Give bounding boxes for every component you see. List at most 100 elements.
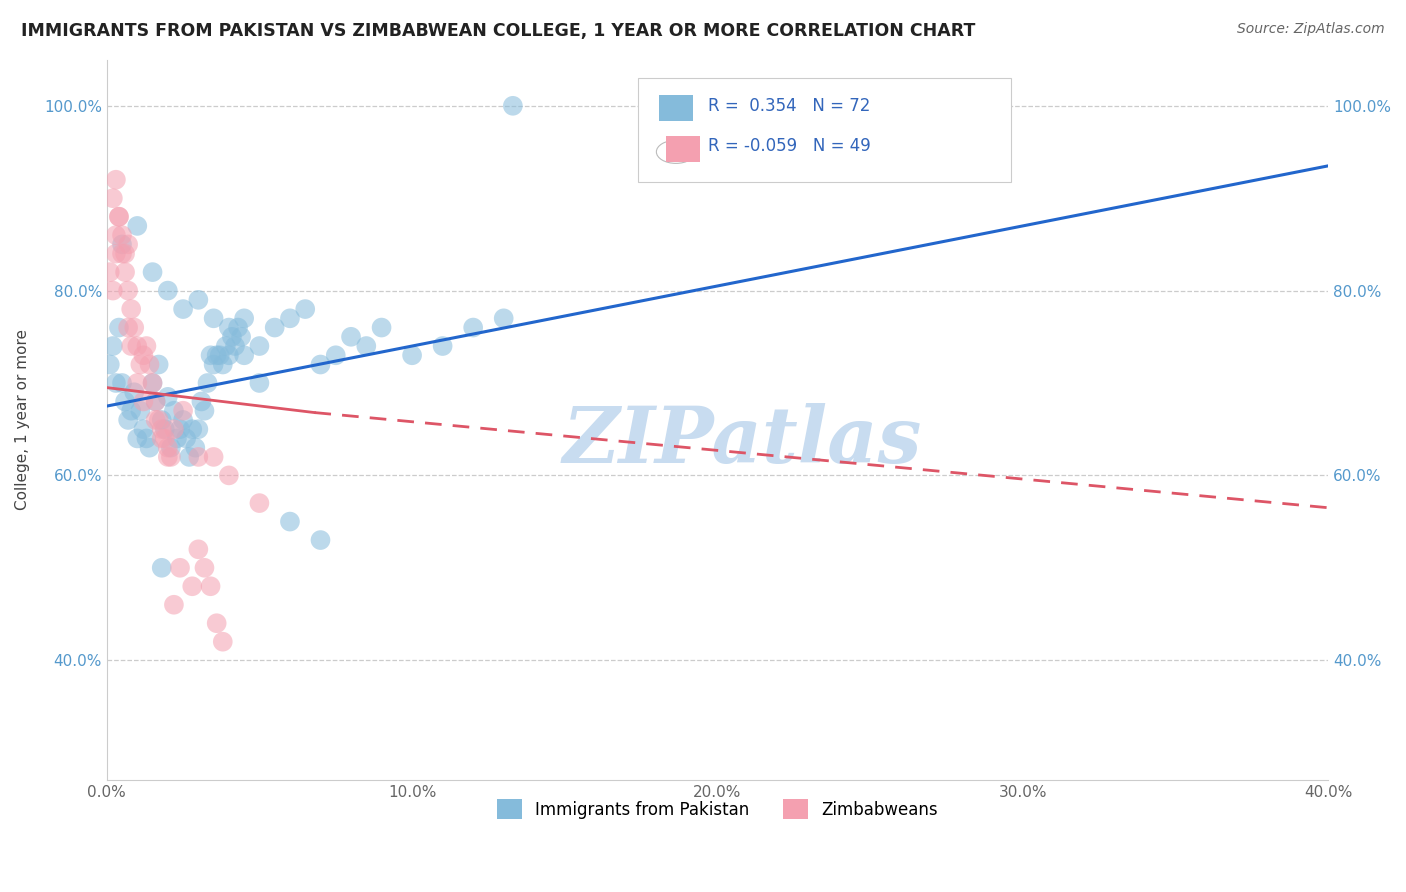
Point [101,191,124,205]
Point [202,358,225,372]
Point [148,413,170,427]
Point [111,228,134,243]
Legend: Immigrants from Pakistan, Zimbabweans: Immigrants from Pakistan, Zimbabweans [491,792,945,826]
Point [104,376,127,390]
Point [163,598,186,612]
Point [193,561,215,575]
Point [200,348,222,362]
Point [153,422,176,436]
Point [104,172,127,186]
Point [208,348,231,362]
Point [129,358,152,372]
Point [187,422,209,436]
Point [325,348,347,362]
Point [278,311,301,326]
Point [226,320,249,334]
Point [224,339,246,353]
Point [117,237,139,252]
Point [278,515,301,529]
Point [138,358,160,372]
Point [309,358,332,372]
Text: IMMIGRANTS FROM PAKISTAN VS ZIMBABWEAN COLLEGE, 1 YEAR OR MORE CORRELATION CHART: IMMIGRANTS FROM PAKISTAN VS ZIMBABWEAN C… [21,22,976,40]
Point [229,330,252,344]
Point [132,422,155,436]
FancyBboxPatch shape [638,78,1011,182]
Bar [666,136,700,162]
Point [193,403,215,417]
Point [340,330,363,344]
Point [181,422,204,436]
Point [111,246,134,260]
Point [111,237,134,252]
Point [114,265,136,279]
Point [249,496,271,510]
Point [120,403,142,417]
Point [132,348,155,362]
Point [294,301,316,316]
Point [138,441,160,455]
Point [122,385,145,400]
Point [101,339,124,353]
Point [160,441,183,455]
Point [98,358,121,372]
Point [172,413,194,427]
Text: Source: ZipAtlas.com: Source: ZipAtlas.com [1237,22,1385,37]
Point [145,413,167,427]
Point [401,348,423,362]
Point [160,450,183,464]
Point [211,358,233,372]
Point [249,376,271,390]
Point [150,422,173,436]
Text: ZIPatlas: ZIPatlas [562,403,921,480]
Point [135,339,157,353]
Point [492,311,515,326]
Point [145,394,167,409]
Point [135,432,157,446]
Point [174,432,197,446]
Point [169,561,191,575]
Point [150,561,173,575]
Point [114,394,136,409]
Point [187,542,209,557]
Point [132,394,155,409]
Point [108,210,131,224]
Point [218,320,240,334]
Point [129,403,152,417]
Point [211,634,233,648]
Point [145,394,167,409]
Point [202,450,225,464]
Point [120,301,142,316]
Bar [659,95,693,120]
Point [172,301,194,316]
Point [163,422,186,436]
Point [184,441,207,455]
Point [156,390,179,404]
Point [432,339,454,353]
Point [150,432,173,446]
Point [187,293,209,307]
Point [117,320,139,334]
Point [169,422,191,436]
Point [156,450,179,464]
Point [120,339,142,353]
Point [215,339,238,353]
Point [218,468,240,483]
Point [233,311,256,326]
Point [179,450,201,464]
Point [221,330,243,344]
Point [153,432,176,446]
Circle shape [657,140,696,163]
Point [122,320,145,334]
Point [263,320,285,334]
Point [356,339,378,353]
Point [181,579,204,593]
Point [142,376,165,390]
Point [197,376,219,390]
Point [114,246,136,260]
Point [111,376,134,390]
Point [150,413,173,427]
Point [142,265,165,279]
Point [187,450,209,464]
Point [104,228,127,243]
Text: R = -0.059   N = 49: R = -0.059 N = 49 [707,137,870,155]
